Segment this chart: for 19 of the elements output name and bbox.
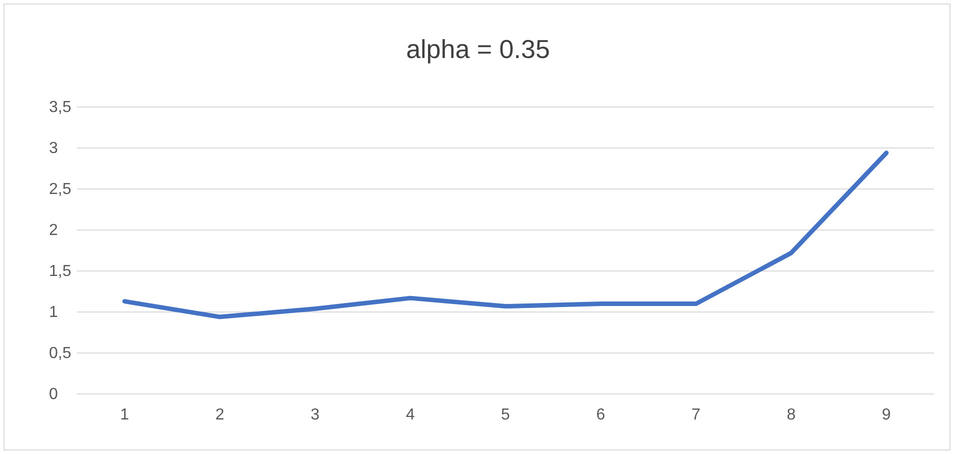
x-tick-label: 7 — [691, 406, 700, 424]
x-tick-label: 9 — [882, 406, 891, 424]
x-tick-label: 1 — [120, 406, 130, 424]
y-tick-label: 0,5 — [49, 345, 72, 362]
y-tick-label: 0 — [49, 386, 58, 404]
y-tick-label: 3 — [49, 140, 58, 158]
line-series — [122, 150, 889, 320]
x-tick-label: 2 — [215, 406, 224, 424]
x-tick-label: 8 — [786, 406, 796, 424]
chart-title: alpha = 0.35 — [406, 34, 550, 64]
x-tick-label: 4 — [406, 406, 415, 424]
y-tick-label: 2,5 — [49, 181, 72, 198]
y-tick-label: 1 — [49, 304, 58, 322]
x-tick-label: 6 — [596, 406, 606, 424]
y-tick-label: 3,5 — [49, 99, 72, 116]
x-tick-label: 5 — [501, 406, 510, 424]
y-tick-label: 1,5 — [49, 263, 72, 280]
y-tick-label: 2 — [49, 222, 58, 240]
x-tick-label: 3 — [310, 406, 320, 424]
